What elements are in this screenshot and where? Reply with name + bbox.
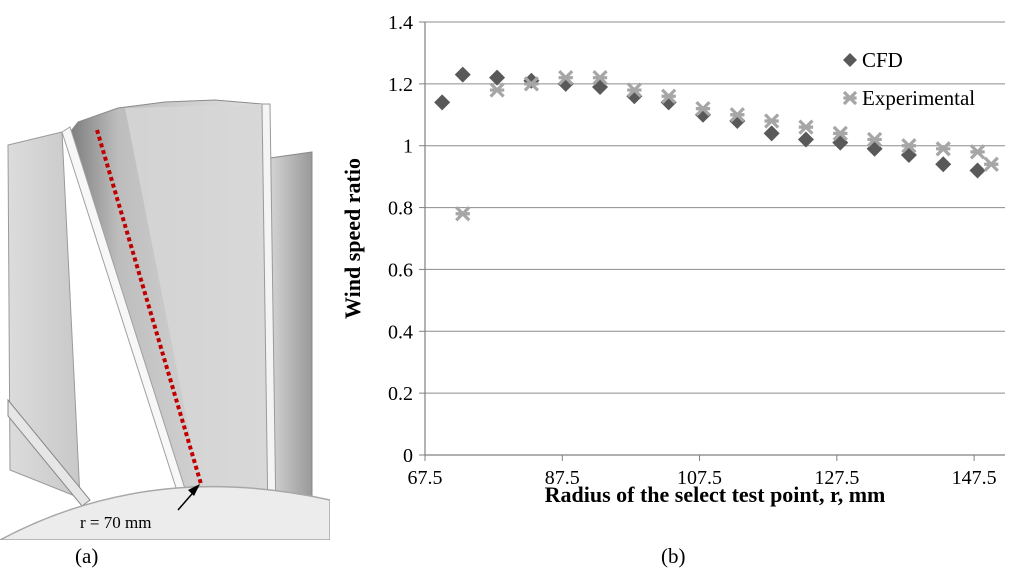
experimental-point (592, 70, 608, 86)
y-tick-label: 0.6 (388, 259, 413, 281)
cfd-point (763, 125, 780, 142)
cfd-point (489, 69, 506, 86)
x-tick-label: 127.5 (814, 467, 859, 489)
y-tick-label: 0.8 (388, 198, 413, 220)
y-tick-label: 1.2 (388, 74, 413, 96)
dotted-test-line (95, 129, 203, 485)
experimental-point (558, 70, 574, 86)
y-tick-label: 0.4 (388, 321, 413, 343)
radius-annotation: r = 70 mm (80, 513, 151, 532)
legend-cfd-label: CFD (862, 48, 903, 72)
experimental-point (695, 100, 711, 117)
experimental-point (455, 206, 471, 222)
cfd-point (935, 156, 952, 173)
panel-a-caption: (a) (75, 544, 99, 568)
experimental-point (523, 76, 540, 92)
cfd-point (969, 162, 986, 179)
legend-experimental-label: Experimental (862, 86, 975, 110)
legend-experimental-marker (842, 90, 858, 106)
experimental-point (729, 107, 745, 123)
blade-center-face (125, 104, 268, 495)
x-tick-label: 147.5 (952, 467, 997, 489)
x-axis-label: Radius of the select test point, r, mm (545, 482, 886, 507)
y-tick-label: 1.4 (388, 12, 413, 34)
y-tick-label: 0 (403, 445, 413, 467)
experimental-point (935, 141, 951, 157)
blade-geometry-figure: r = 70 mm (0, 99, 330, 540)
x-tick-label: 87.5 (545, 467, 580, 489)
experimental-point (901, 138, 917, 154)
hub-arc (0, 485, 330, 540)
wind-speed-chart: 0 0.2 0.4 0.6 0.8 1 1.2 1.4 67.5 87.5 107.5 127.5 14… (340, 12, 1005, 507)
x-tick-label: 67.5 (408, 467, 443, 489)
y-tick-label: 1 (403, 136, 413, 158)
experimental-point (832, 125, 848, 141)
experimental-point (489, 82, 505, 98)
experimental-point (661, 88, 677, 104)
cfd-point (454, 66, 471, 83)
experimental-point (798, 119, 814, 135)
cfd-point (797, 131, 814, 148)
experimental-point (866, 131, 883, 148)
experimental-point (626, 82, 642, 98)
x-tick-label: 107.5 (677, 467, 722, 489)
y-tick-label: 0.2 (388, 383, 413, 405)
experimental-point (763, 113, 780, 129)
panel-b-caption: (b) (661, 544, 686, 568)
experimental-point (983, 156, 999, 172)
y-axis-label: Wind speed ratio (340, 158, 365, 319)
experimental-point (969, 144, 986, 160)
cfd-point (434, 94, 451, 111)
cfd-point (523, 72, 540, 89)
legend-cfd-marker (843, 53, 857, 67)
